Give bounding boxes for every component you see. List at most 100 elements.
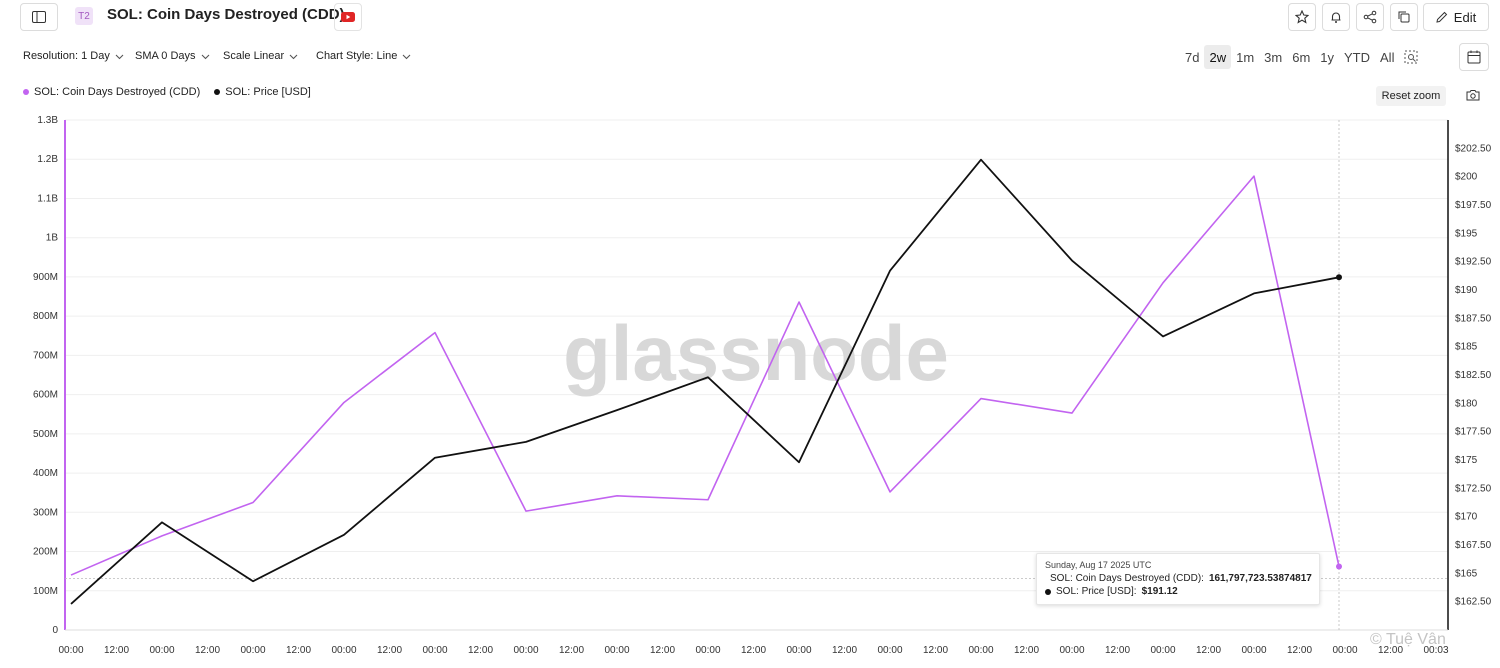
- sma-dropdown[interactable]: SMA 0 Days: [135, 50, 210, 62]
- chevron-down-icon: [402, 54, 411, 59]
- left-axis-ticks: 0 100M 200M 300M 400M 500M 600M 700M 800M 900M 1B 1…: [33, 115, 58, 636]
- range-3m[interactable]: 3m: [1264, 49, 1283, 65]
- x-tick-label: 00:00: [877, 645, 902, 656]
- right-tick-label: $202.50: [1455, 143, 1492, 154]
- edit-button[interactable]: Edit: [1423, 3, 1489, 31]
- left-tick-label: 1.2B: [37, 154, 58, 165]
- left-tick-label: 400M: [33, 468, 58, 479]
- right-tick-label: $197.50: [1455, 200, 1492, 211]
- zoom-select-icon: [1404, 50, 1418, 64]
- range-all[interactable]: All: [1380, 49, 1395, 65]
- series-line-cdd: [70, 175, 1340, 576]
- x-tick-label: 12:00: [923, 645, 948, 656]
- right-tick-label: $170: [1455, 512, 1478, 523]
- x-axis-ticks: 00:00 12:00 00:00 12:00 00:00 12:00 00:00 12:00…: [58, 645, 1448, 656]
- x-tick-label: 12:00: [1014, 645, 1039, 656]
- series-line-price: [70, 158, 1340, 605]
- tooltip-price-label: SOL: Price [USD]:: [1056, 586, 1137, 597]
- right-tick-label: $190: [1455, 285, 1478, 296]
- legend-item-price[interactable]: SOL: Price [USD]: [214, 86, 311, 98]
- x-tick-label: 12:00: [286, 645, 311, 656]
- calendar-icon: [1467, 50, 1481, 64]
- x-tick-label: 00:03: [1423, 645, 1448, 656]
- sidebar-toggle-button[interactable]: [20, 3, 58, 31]
- x-tick-label: 00:00: [1059, 645, 1084, 656]
- tooltip-date: Sunday, Aug 17 2025 UTC: [1045, 560, 1152, 570]
- x-tick-label: 12:00: [1378, 645, 1403, 656]
- right-tick-label: $167.50: [1455, 540, 1492, 551]
- x-tick-label: 00:00: [1332, 645, 1357, 656]
- x-tick-label: 00:00: [1150, 645, 1175, 656]
- right-tick-label: $175: [1455, 455, 1478, 466]
- left-tick-label: 700M: [33, 350, 58, 361]
- x-tick-label: 00:00: [422, 645, 447, 656]
- x-tick-label: 12:00: [559, 645, 584, 656]
- star-icon: [1295, 10, 1309, 24]
- right-tick-label: $165: [1455, 568, 1478, 579]
- legend-label-cdd: SOL: Coin Days Destroyed (CDD): [34, 86, 201, 98]
- range-6m[interactable]: 6m: [1292, 49, 1311, 65]
- x-tick-label: 00:00: [513, 645, 538, 656]
- range-1y[interactable]: 1y: [1320, 49, 1335, 65]
- x-tick-label: 00:00: [58, 645, 83, 656]
- x-tick-label: 12:00: [377, 645, 402, 656]
- share-icon: [1363, 10, 1377, 24]
- x-tick-label: 00:00: [604, 645, 629, 656]
- x-tick-label: 12:00: [104, 645, 129, 656]
- range-7d[interactable]: 7d: [1185, 49, 1200, 65]
- x-tick-label: 00:00: [149, 645, 174, 656]
- alert-button[interactable]: [1322, 3, 1350, 31]
- x-tick-label: 12:00: [1105, 645, 1130, 656]
- x-tick-label: 00:00: [968, 645, 993, 656]
- legend-dot-price: [214, 89, 221, 95]
- left-tick-label: 600M: [33, 390, 58, 401]
- left-tick-label: 200M: [33, 547, 58, 558]
- left-tick-label: 900M: [33, 272, 58, 283]
- scale-dropdown[interactable]: Scale Linear: [223, 50, 298, 62]
- range-1m[interactable]: 1m: [1236, 49, 1255, 65]
- edit-label: Edit: [1453, 9, 1477, 25]
- left-tick-label: 800M: [33, 311, 58, 322]
- right-tick-label: $195: [1455, 228, 1478, 239]
- page-title: SOL: Coin Days Destroyed (CDD): [107, 6, 345, 23]
- copy-button[interactable]: [1390, 3, 1418, 31]
- range-ytd[interactable]: YTD: [1344, 49, 1371, 65]
- chevron-down-icon: [115, 54, 124, 59]
- tooltip-price-value: $191.12: [1141, 586, 1178, 597]
- legend-item-cdd[interactable]: SOL: Coin Days Destroyed (CDD): [23, 86, 200, 98]
- youtube-button[interactable]: [334, 3, 362, 31]
- left-tick-label: 1.1B: [37, 193, 58, 204]
- x-tick-label: 12:00: [1196, 645, 1221, 656]
- chevron-down-icon: [289, 54, 298, 59]
- time-range-selector: 7d 2w 1m 3m 6m 1y YTD All: [1180, 43, 1423, 71]
- share-button[interactable]: [1356, 3, 1384, 31]
- resolution-dropdown[interactable]: Resolution: 1 Day: [23, 50, 124, 62]
- left-tick-label: 100M: [33, 586, 58, 597]
- right-tick-label: $182.50: [1455, 370, 1492, 381]
- tooltip-dot-price: [1045, 588, 1051, 595]
- x-tick-label: 12:00: [650, 645, 675, 656]
- chevron-down-icon: [201, 54, 209, 59]
- range-2w[interactable]: 2w: [1204, 45, 1232, 69]
- series-point-price: [1336, 274, 1342, 281]
- chart-style-dropdown[interactable]: Chart Style: Line: [316, 50, 411, 62]
- right-tick-label: $192.50: [1455, 257, 1492, 268]
- legend-label-price: SOL: Price [USD]: [225, 86, 311, 98]
- calendar-button[interactable]: [1459, 43, 1489, 71]
- screenshot-button[interactable]: [1466, 88, 1480, 106]
- reset-zoom-button[interactable]: Reset zoom: [1376, 86, 1446, 106]
- left-tick-label: 1B: [46, 233, 59, 244]
- series-point-cdd: [1336, 563, 1342, 570]
- chart-legend: SOL: Coin Days Destroyed (CDD) SOL: Pric…: [23, 86, 311, 98]
- chart-style-label: Chart Style: Line: [316, 50, 398, 62]
- favorite-button[interactable]: [1288, 3, 1316, 31]
- copy-icon: [1398, 11, 1410, 23]
- tooltip-row-price: SOL: Price [USD]: $191.12: [1045, 586, 1311, 597]
- scale-label: Scale Linear: [223, 50, 285, 62]
- x-tick-label: 00:00: [786, 645, 811, 656]
- x-tick-label: 12:00: [195, 645, 220, 656]
- left-tick-label: 300M: [33, 507, 58, 518]
- x-tick-label: 00:00: [331, 645, 356, 656]
- zoom-select-button[interactable]: [1399, 45, 1423, 69]
- right-tick-label: $162.50: [1455, 597, 1492, 608]
